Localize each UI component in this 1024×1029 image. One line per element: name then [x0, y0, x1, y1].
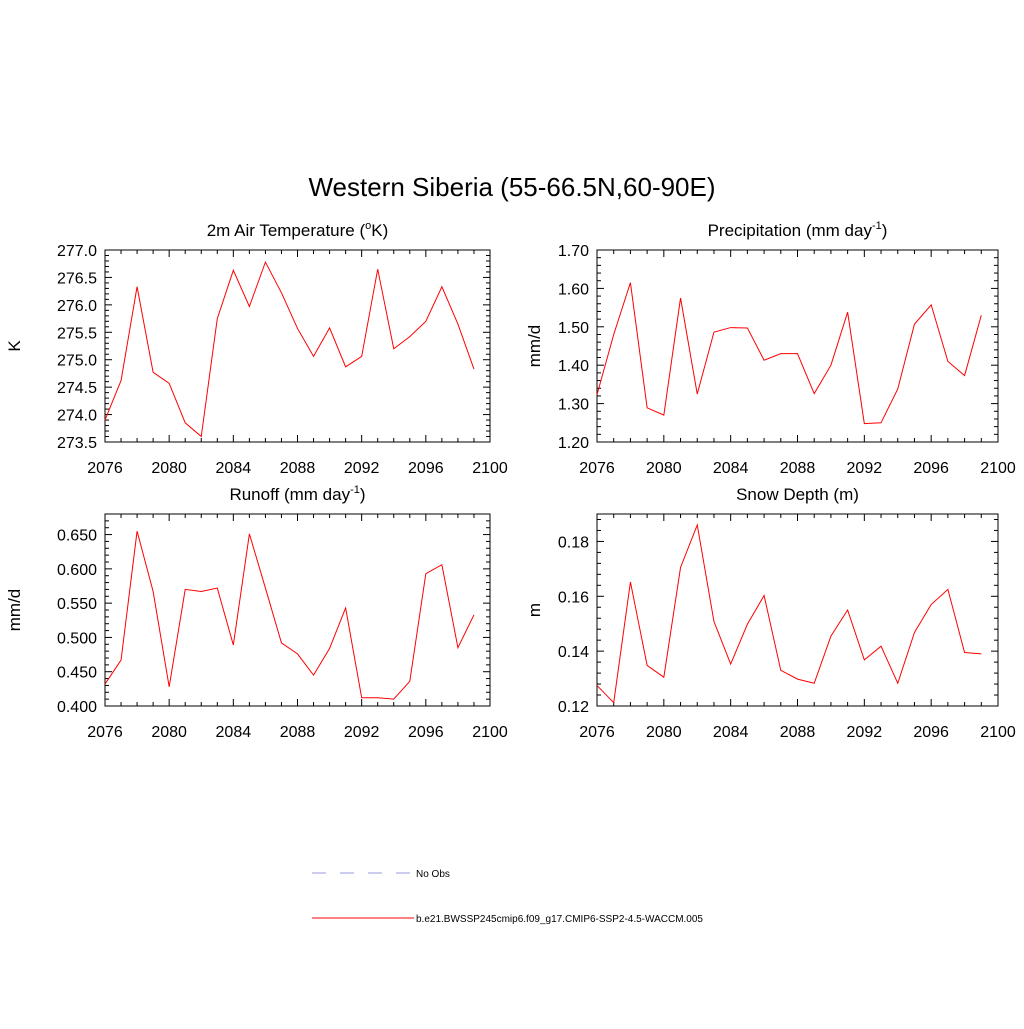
panel-title-main: Snow Depth (m) [736, 485, 859, 504]
y-tick-label: 0.14 [558, 644, 589, 661]
x-tick-label: 2096 [408, 724, 444, 741]
panel-title: Snow Depth (m) [736, 485, 859, 504]
y-tick-label: 0.600 [57, 562, 97, 579]
x-tick-label: 2076 [579, 460, 615, 477]
plot-frame [596, 249, 999, 443]
panel-title-superscript: -1 [872, 220, 882, 232]
plot-frame [596, 513, 999, 707]
figure-title: Western Siberia (55-66.5N,60-90E) [308, 172, 715, 202]
panel-title-superscript: -1 [350, 484, 360, 496]
x-tick-label: 2088 [780, 724, 816, 741]
y-tick-label: 274.5 [57, 380, 97, 397]
x-tick-label: 2088 [780, 460, 816, 477]
x-tick-label: 2100 [980, 724, 1016, 741]
x-tick-label: 2076 [87, 460, 123, 477]
y-tick-label: 275.5 [57, 325, 97, 342]
panel-3: 2076 2080 2084 2088 2092 2096 2100 0.400 0.450 0.… [5, 484, 508, 741]
y-tick-label: 0.500 [57, 630, 97, 647]
x-tick-label: 2084 [216, 460, 252, 477]
y-tick-label: 276.5 [57, 270, 97, 287]
y-tick-label: 0.18 [558, 534, 589, 551]
legend-label-no-obs: No Obs [416, 869, 450, 880]
panel-2: 2076 2080 2084 2088 2092 2096 2100 1.20 1.30 1.40… [525, 220, 1016, 477]
y-tick-label: 0.12 [558, 699, 589, 716]
y-tick-label: 1.30 [558, 397, 589, 414]
panel-title-main: Runoff (mm day [229, 485, 350, 504]
y-axis-label: mm/d [5, 589, 24, 632]
x-tick-label: 2076 [87, 724, 123, 741]
x-tick-label: 2092 [847, 724, 883, 741]
legend: No Obs b.e21.BWSSP245cmip6.f09_g17.CMIP6… [312, 869, 703, 925]
y-tick-label: 0.450 [57, 665, 97, 682]
x-tick-label: 2080 [151, 460, 187, 477]
x-tick-label: 2076 [579, 724, 615, 741]
y-axis-label: m [525, 603, 544, 617]
series-line [596, 282, 982, 425]
panel-title-superscript: o [365, 220, 371, 232]
x-tick-label: 2088 [280, 724, 316, 741]
y-axis-label: mm/d [525, 325, 544, 368]
y-tick-label: 1.20 [558, 435, 589, 452]
panels: 2076 2080 2084 2088 2092 2096 2100 273.5 274.0 27… [5, 220, 1016, 741]
y-tick-label: 0.550 [57, 596, 97, 613]
series-line [596, 523, 982, 704]
panel-1: 2076 2080 2084 2088 2092 2096 2100 273.5 274.0 27… [5, 220, 508, 477]
x-tick-label: 2096 [408, 460, 444, 477]
y-tick-label: 0.16 [558, 589, 589, 606]
y-tick-label: 277.0 [57, 243, 97, 260]
y-tick-label: 1.70 [558, 243, 589, 260]
panel-4: 2076 2080 2084 2088 2092 2096 2100 0.12 0.14 0.16… [525, 485, 1016, 741]
x-tick-label: 2100 [980, 460, 1016, 477]
x-tick-label: 2096 [913, 724, 949, 741]
panel-title-tail: ) [882, 221, 888, 240]
x-tick-label: 2096 [913, 460, 949, 477]
panel-title-main: 2m Air Temperature ( [207, 221, 366, 240]
y-tick-label: 276.0 [57, 298, 97, 315]
y-tick-label: 1.60 [558, 281, 589, 298]
x-tick-label: 2092 [344, 460, 380, 477]
y-tick-label: 275.0 [57, 353, 97, 370]
series-line [104, 260, 475, 438]
panel-title: Precipitation (mm day-1) [708, 220, 888, 240]
y-tick-label: 1.40 [558, 358, 589, 375]
panel-title-tail: ) [360, 485, 366, 504]
y-axis-label: K [5, 340, 24, 352]
x-tick-label: 2092 [847, 460, 883, 477]
legend-label-model: b.e21.BWSSP245cmip6.f09_g17.CMIP6-SSP2-4… [416, 914, 703, 925]
x-tick-label: 2088 [280, 460, 316, 477]
x-tick-label: 2080 [151, 724, 187, 741]
plot-frame [104, 513, 491, 707]
y-tick-label: 0.650 [57, 528, 97, 545]
y-tick-label: 1.50 [558, 320, 589, 337]
y-tick-label: 273.5 [57, 435, 97, 452]
x-tick-label: 2084 [713, 460, 749, 477]
panel-title-main: Precipitation (mm day [708, 221, 873, 240]
series-line [104, 531, 475, 700]
y-tick-label: 274.0 [57, 408, 97, 425]
x-tick-label: 2100 [472, 724, 508, 741]
panel-title: 2m Air Temperature (oK) [207, 220, 389, 240]
x-tick-label: 2084 [713, 724, 749, 741]
x-tick-label: 2092 [344, 724, 380, 741]
x-tick-label: 2084 [216, 724, 252, 741]
plot-frame [104, 249, 491, 443]
panel-title: Runoff (mm day-1) [229, 484, 365, 504]
x-tick-label: 2080 [646, 460, 682, 477]
y-tick-label: 0.400 [57, 699, 97, 716]
x-tick-label: 2080 [646, 724, 682, 741]
x-tick-label: 2100 [472, 460, 508, 477]
panel-title-tail: K) [371, 221, 388, 240]
